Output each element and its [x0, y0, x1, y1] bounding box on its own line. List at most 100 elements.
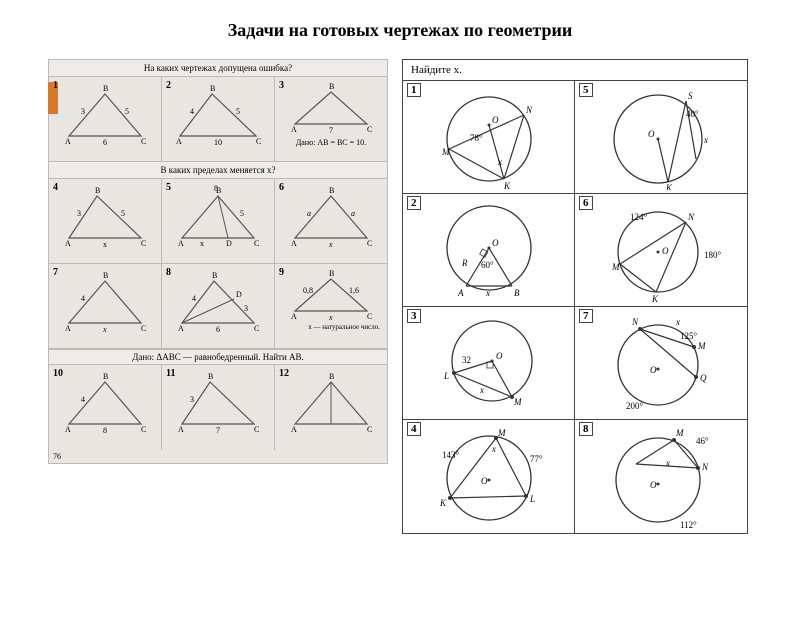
svg-text:200°: 200° [626, 401, 644, 411]
circ-cell-2: 2 A O B R 60° x [403, 194, 575, 307]
circle-figure: M N O 46° 112° x [586, 424, 736, 529]
svg-text:x: x [103, 240, 107, 249]
svg-text:3: 3 [244, 304, 248, 313]
svg-text:A: A [65, 239, 71, 248]
svg-text:A: A [457, 288, 464, 298]
svg-text:C: C [367, 125, 372, 134]
svg-text:C: C [254, 239, 259, 248]
triangle-figure: A B C D 4 3 6 [170, 267, 266, 335]
worksheet-content: На каких чертежах допущена ошибка? 1 A B… [0, 49, 800, 542]
svg-text:10: 10 [214, 138, 222, 147]
svg-text:B: B [95, 186, 100, 195]
svg-text:x: x [497, 157, 502, 167]
svg-text:A: A [65, 425, 71, 434]
svg-text:B: B [329, 186, 334, 195]
svg-text:N: N [701, 462, 709, 472]
svg-text:N: N [525, 105, 533, 115]
svg-text:B: B [103, 271, 108, 280]
cell-number: 3 [279, 80, 284, 91]
svg-text:B: B [212, 271, 217, 280]
svg-text:N: N [687, 212, 695, 222]
svg-text:A: A [178, 239, 184, 248]
cell-number: 4 [407, 422, 421, 436]
x-natural-note: x — натуральное число. [278, 323, 384, 331]
svg-text:A: A [176, 137, 182, 146]
circ-cell-3: 3 L O M 32 x [403, 307, 575, 420]
svg-text:O: O [496, 351, 503, 361]
cell-number: 10 [53, 368, 63, 379]
right-header: Найдите x. [403, 60, 747, 80]
cell-number: 6 [279, 182, 284, 193]
svg-text:K: K [665, 183, 673, 190]
svg-text:D: D [236, 290, 242, 299]
svg-text:8: 8 [103, 426, 107, 435]
cell-number: 8 [579, 422, 593, 436]
svg-text:C: C [256, 137, 261, 146]
triangle-figure: A B C a a x [283, 182, 379, 250]
svg-text:O: O [481, 476, 488, 486]
tri-cell-5: 5 A B C D 8 5 x [162, 179, 275, 264]
triangle-figure: A B C 3 5 x [57, 182, 153, 250]
svg-text:O: O [662, 246, 669, 256]
tri-cell-6: 6 A B C a a x [275, 179, 387, 264]
cell-number: 3 [407, 309, 421, 323]
svg-text:C: C [141, 425, 146, 434]
cell-number: 9 [279, 267, 284, 278]
circle-figure: K M O L 143° 77° x [414, 424, 564, 529]
svg-text:O: O [650, 365, 657, 375]
tri-cell-10: 10 A B C 4 8 [49, 365, 162, 450]
tri-cell-7: 7 A B C 4 x [49, 264, 162, 349]
tri-row-3: 7 A B C 4 x 8 A B C D [49, 264, 387, 349]
svg-text:Q: Q [700, 373, 707, 383]
svg-text:C: C [367, 425, 372, 434]
cell-number: 6 [579, 196, 593, 210]
cell-number: 5 [166, 182, 171, 193]
svg-text:C: C [254, 425, 259, 434]
svg-text:C: C [141, 137, 146, 146]
section1-header: На каких чертежах допущена ошибка? [49, 60, 387, 77]
tri-cell-1: 1 A B C 3 5 6 [49, 77, 162, 162]
svg-text:B: B [329, 269, 334, 278]
tri-row-2: 4 A B C 3 5 x 5 A B C [49, 179, 387, 264]
svg-text:K: K [439, 498, 447, 508]
svg-text:a: a [307, 209, 311, 218]
svg-text:M: M [697, 341, 706, 351]
triangle-figure: A B C 0,8 1,6 x [283, 267, 379, 323]
given-note: Дано: AB = BC = 10. [278, 138, 384, 147]
svg-text:124°: 124° [630, 212, 648, 222]
svg-text:B: B [208, 372, 213, 381]
cell-number: 12 [279, 368, 289, 379]
svg-text:M: M [497, 428, 506, 438]
svg-text:B: B [103, 84, 108, 93]
triangle-figure: A B C 4 8 [57, 368, 153, 436]
section2-header: В каких пределах меняется x? [49, 162, 387, 179]
svg-text:125°: 125° [680, 331, 698, 341]
svg-text:L: L [443, 371, 449, 381]
svg-text:A: A [178, 324, 184, 333]
svg-text:B: B [210, 84, 215, 93]
cell-number: 4 [53, 182, 58, 193]
svg-text:A: A [291, 425, 297, 434]
page-number: 76 [49, 450, 387, 463]
svg-text:C: C [141, 239, 146, 248]
circ-cell-6: 6 M N O K 124° 180° [575, 194, 747, 307]
svg-text:6: 6 [103, 138, 107, 147]
svg-text:143°: 143° [442, 450, 460, 460]
triangle-figure: A B C D 8 5 x [170, 182, 266, 250]
svg-text:5: 5 [121, 209, 125, 218]
circ-cell-8: 8 M N O 46° 112° x [575, 420, 747, 533]
svg-text:5: 5 [240, 209, 244, 218]
circle-figure: M N O K 124° 180° [586, 198, 736, 303]
tri-cell-8: 8 A B C D 4 3 6 [162, 264, 275, 349]
svg-text:B: B [329, 372, 334, 381]
svg-text:3: 3 [77, 209, 81, 218]
tri-row-1: 1 A B C 3 5 6 2 A B C 4 [49, 77, 387, 162]
svg-text:S: S [688, 91, 693, 101]
cell-number: 8 [166, 267, 171, 278]
circ-cell-1: 1 M O N K 78° x [403, 81, 575, 194]
triangle-figure: A B C 4 5 10 [170, 80, 266, 148]
svg-text:x: x [479, 385, 484, 395]
cell-number: 2 [166, 80, 171, 91]
svg-text:4: 4 [192, 294, 196, 303]
svg-text:x: x [703, 135, 708, 145]
